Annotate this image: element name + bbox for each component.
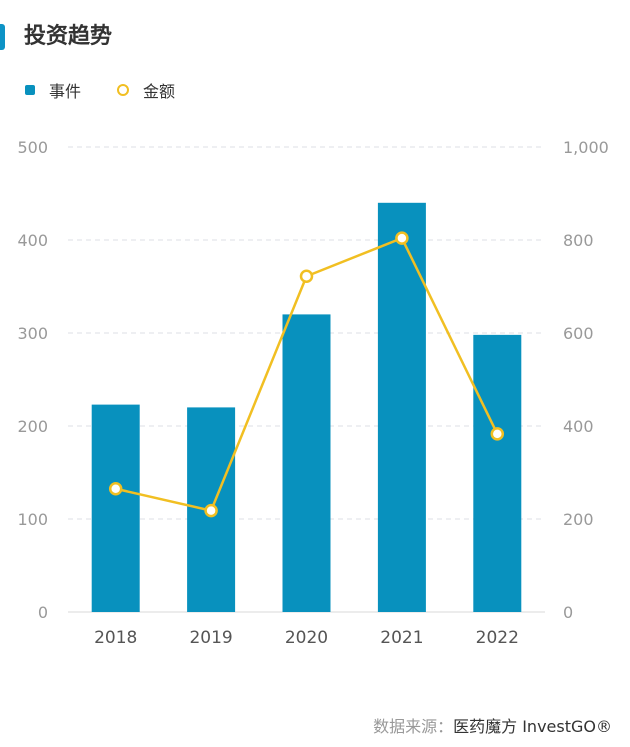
x-tick-label: 2021 [380, 628, 423, 648]
y-left-tick-label: 300 [17, 324, 48, 343]
y-right-tick-label: 1,000 [563, 138, 609, 157]
point-amount-2019 [204, 503, 218, 518]
x-tick-label: 2022 [476, 628, 519, 648]
legend-label-amount: 金额 [143, 82, 176, 101]
bar-events-2018 [91, 404, 140, 612]
data-source-label: 数据来源： [373, 717, 454, 736]
legend-item-amount[interactable]: 金额 [117, 78, 175, 102]
legend: 事件 金额 [25, 78, 211, 102]
bar-events-2020 [282, 314, 331, 612]
y-right-tick-label: 200 [563, 510, 594, 529]
x-tick-label: 2019 [189, 628, 232, 648]
bar-events-2021 [377, 202, 426, 613]
data-source-brand: 医药魔方 InvestGO® [453, 717, 612, 736]
data-source: 数据来源：医药魔方 InvestGO® [373, 713, 612, 737]
bar-events-2022 [473, 334, 522, 612]
legend-label-events: 事件 [49, 82, 82, 101]
point-amount-2022 [490, 427, 505, 441]
bar-swatch-icon [25, 85, 35, 95]
title-accent-bar [0, 24, 5, 50]
y-right-tick-label: 400 [563, 417, 594, 436]
y-left-tick-label: 500 [17, 138, 48, 157]
chart-plot: 0 100 200 300 400 500 0 200 400 600 800 1,000 2018 20… [17, 138, 609, 648]
x-tick-label: 2020 [285, 628, 328, 648]
point-amount-2021 [395, 231, 409, 245]
y-left-tick-label: 200 [17, 417, 48, 436]
y-left-tick-label: 0 [38, 603, 48, 622]
y-left-tick-label: 400 [17, 231, 48, 250]
y-right-tick-label: 0 [563, 603, 573, 622]
circle-marker-icon [117, 84, 130, 96]
point-amount-2020 [299, 269, 314, 284]
legend-item-events[interactable]: 事件 [25, 78, 81, 102]
y-right-tick-label: 800 [563, 231, 594, 250]
chart-title: 投资趋势 [24, 24, 113, 49]
point-amount-2018 [108, 482, 123, 496]
x-tick-label: 2018 [94, 628, 137, 648]
y-right-tick-label: 600 [563, 324, 594, 343]
y-left-tick-label: 100 [17, 510, 48, 529]
